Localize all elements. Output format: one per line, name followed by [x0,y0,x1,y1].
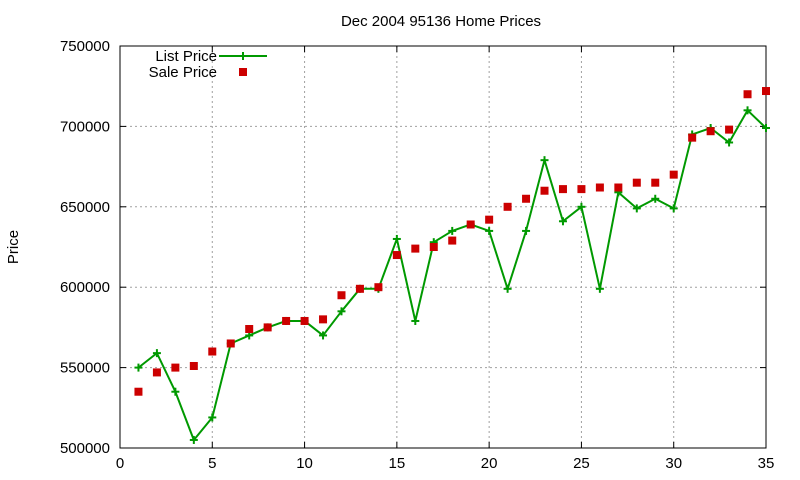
data-point-square [152,368,161,377]
data-point-plus [762,124,770,133]
legend-label: List Price [155,48,217,65]
x-tick-label: 35 [758,455,775,472]
data-point-square [595,183,604,192]
data-point-square [226,339,235,348]
data-point-square [392,251,401,260]
data-point-plus [392,234,401,243]
grid [120,46,766,448]
data-point-square [429,243,438,251]
data-point-plus [577,202,586,211]
data-point-plus [448,226,457,235]
legend-item: List Price [155,48,267,65]
x-tick-label: 30 [665,455,682,472]
data-point-square [522,194,531,203]
data-point-plus [632,204,641,213]
data-point-square [189,361,198,370]
x-tick-label: 15 [389,455,406,472]
data-point-square [208,347,217,356]
data-point-plus [411,316,420,325]
data-point-square [411,244,420,253]
plot-frame [119,45,767,449]
x-tick-label: 10 [296,455,313,472]
data-point-plus [337,307,346,316]
data-point-square [466,220,475,229]
data-point-square [448,236,457,245]
data-point-square [558,185,567,194]
data-point-plus [134,363,143,372]
data-point-square [540,186,549,195]
data-point-square [134,387,143,396]
data-point-plus [522,226,531,235]
data-point-plus [540,156,549,165]
data-point-square [355,284,364,293]
data-point-square [688,133,697,142]
data-point-square [577,185,586,194]
axis-ticks: 0 5 10 15 20 25 30 35 500000 550000 600000 650000 70… [60,38,774,472]
data-point-square [651,178,660,187]
data-point-plus [239,52,247,60]
data-point-plus [152,349,161,358]
y-axis-label: Price [5,230,22,264]
data-point-plus [208,413,217,422]
x-tick-label: 0 [116,455,124,472]
chart-title: Dec 2004 95136 Home Prices [341,13,541,30]
series-layer [134,87,770,444]
x-tick-label: 5 [208,455,216,472]
x-tick-label: 20 [481,455,498,472]
series-line [137,109,767,441]
data-point-plus [189,435,198,444]
data-point-square [282,316,291,325]
y-tick-label: 600000 [60,279,110,296]
data-point-square [337,291,346,300]
data-point-plus [669,204,678,213]
data-point-plus [503,284,512,293]
data-point-square [263,323,272,332]
data-point-square [503,202,512,211]
data-point-plus [725,138,734,147]
y-tick-label: 550000 [60,360,110,377]
data-point-square [725,125,734,134]
data-point-plus [651,194,660,203]
data-point-square [669,170,678,179]
data-point-plus [743,106,752,115]
data-point-square [245,325,254,334]
y-tick-label: 750000 [60,38,110,55]
data-point-square [632,178,641,187]
data-point-plus [319,331,328,340]
data-point-plus [485,226,494,235]
data-point-square [706,127,715,136]
y-tick-label: 650000 [60,199,110,216]
data-point-plus [595,284,604,293]
data-point-square [485,215,494,224]
data-point-square [374,283,383,292]
legend-item: Sale Price [149,64,247,81]
data-point-square [319,315,328,324]
data-point-square [300,316,309,325]
data-point-plus [171,387,180,396]
x-tick-label: 25 [573,455,590,472]
data-point-square [171,363,180,372]
data-point-plus [558,217,567,226]
data-point-square [743,90,752,99]
data-point-square [762,87,770,96]
data-point-square [239,68,247,76]
data-point-square [614,183,623,192]
legend-label: Sale Price [149,64,217,81]
series-sale-price [134,87,770,396]
y-tick-label: 700000 [60,118,110,135]
series-list-price [134,106,770,444]
y-tick-label: 500000 [60,440,110,457]
